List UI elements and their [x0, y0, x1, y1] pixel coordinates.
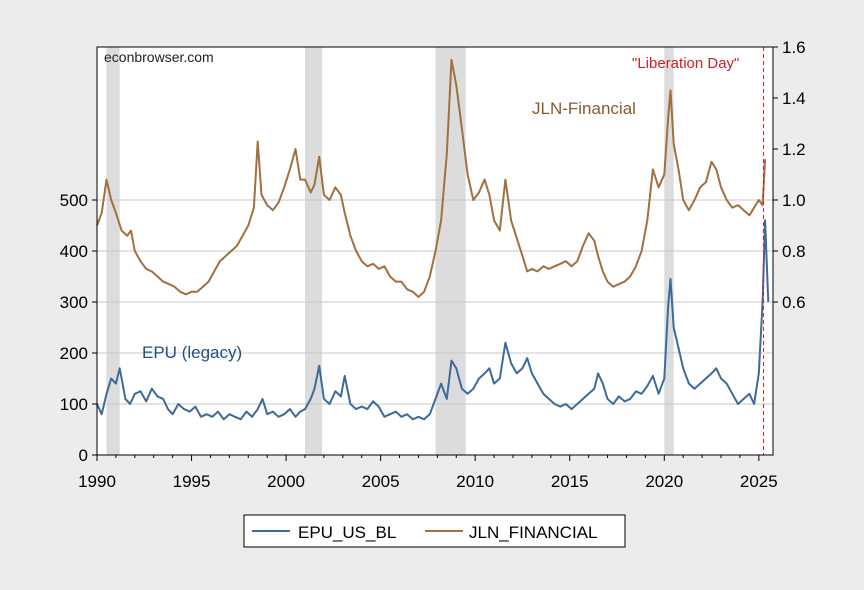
- legend-label-jln: JLN_FINANCIAL: [469, 523, 597, 542]
- gridlines: [97, 199, 773, 405]
- right-tick-label-0.8: 0.8: [782, 242, 806, 261]
- jln-series-annotation: JLN-Financial: [532, 99, 636, 118]
- left-tick-label-300: 300: [60, 293, 88, 312]
- x-tick-label-1995: 1995: [173, 472, 211, 491]
- left-tick-label-500: 500: [60, 191, 88, 210]
- epu-series-annotation: EPU (legacy): [142, 343, 242, 362]
- right-tick-label-1.6: 1.6: [782, 38, 806, 57]
- left-tick-label-100: 100: [60, 395, 88, 414]
- x-tick-label-2025: 2025: [740, 472, 778, 491]
- right-tick-label-0.6: 0.6: [782, 293, 806, 312]
- axes: 0 100 200 300 400 500 0.6 0.8 1.0 1.2 1.4 1.6 1990 19…: [60, 38, 806, 491]
- x-tick-label-2010: 2010: [456, 472, 494, 491]
- x-tick-label-2015: 2015: [551, 472, 589, 491]
- x-tick-label-1990: 1990: [78, 472, 116, 491]
- series-lines: [96, 47, 770, 455]
- legend: EPU_US_BL JLN_FINANCIAL: [243, 514, 626, 548]
- right-tick-label-1: 1.0: [782, 191, 806, 210]
- liberation-day-annotation: "Liberation Day": [632, 55, 739, 72]
- left-tick-label-0: 0: [79, 446, 88, 465]
- left-tick-label-200: 200: [60, 344, 88, 363]
- x-tick-label-2000: 2000: [267, 472, 305, 491]
- x-tick-label-2020: 2020: [645, 472, 683, 491]
- watermark-label: econbrowser.com: [104, 49, 214, 65]
- right-tick-label-1.2: 1.2: [782, 140, 806, 159]
- series-line-jln-financial: [96, 58, 767, 298]
- x-tick-label-2005: 2005: [362, 472, 400, 491]
- right-tick-label-1.4: 1.4: [782, 89, 806, 108]
- series-line-epu-us-bl: [96, 219, 770, 421]
- legend-label-epu: EPU_US_BL: [298, 523, 396, 542]
- left-tick-label-400: 400: [60, 242, 88, 261]
